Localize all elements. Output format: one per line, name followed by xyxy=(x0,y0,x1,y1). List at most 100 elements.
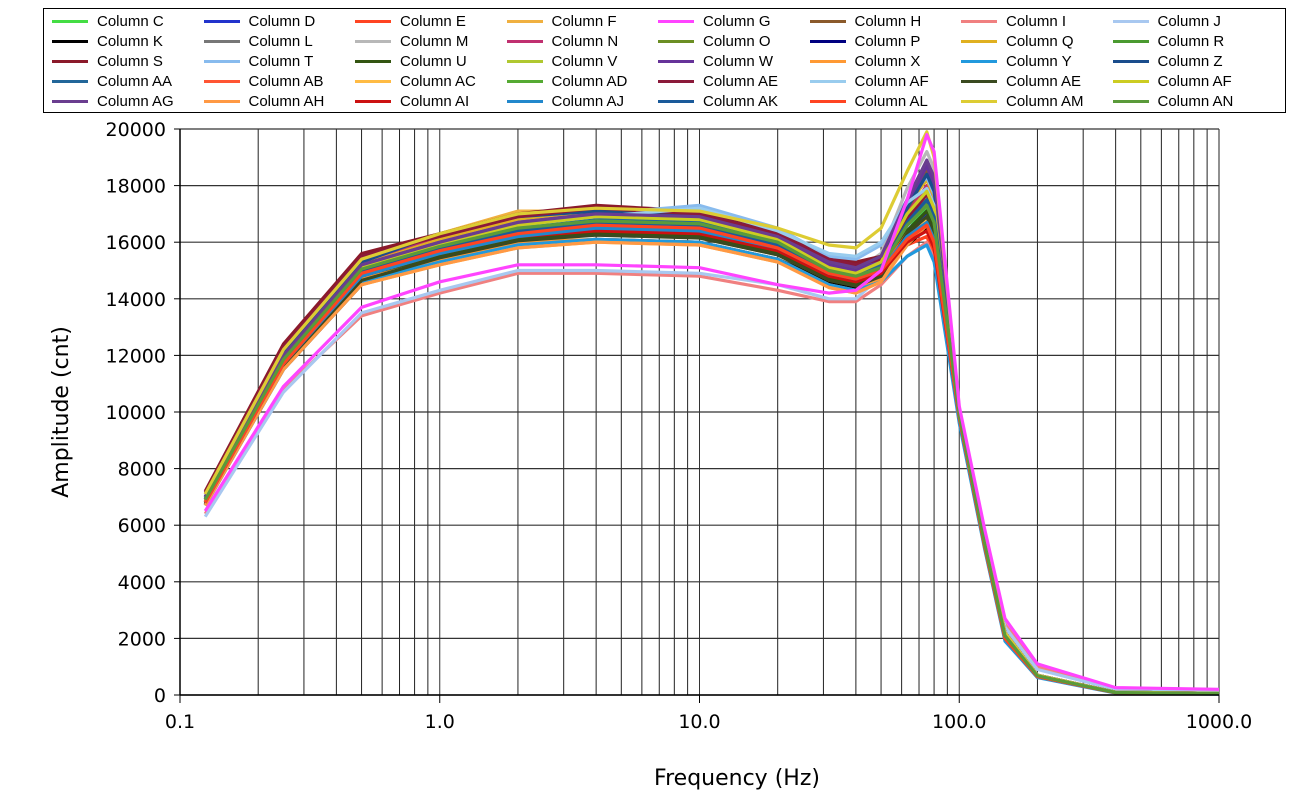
legend-item: Column AE xyxy=(650,71,778,91)
series-line-column-g xyxy=(203,133,1220,691)
legend-item: Column AF xyxy=(1105,71,1232,91)
legend-swatch xyxy=(355,99,391,103)
legend-swatch xyxy=(506,39,543,43)
legend-label: Column O xyxy=(703,32,771,50)
grid xyxy=(179,128,1220,696)
legend-item: Column K xyxy=(44,31,163,51)
legend-item: Column E xyxy=(347,11,466,31)
legend-swatch xyxy=(658,59,694,63)
legend-label: Column W xyxy=(703,52,774,70)
legend-label: Column X xyxy=(854,52,921,70)
legend-item: Column X xyxy=(802,51,921,71)
y-tick-label: 12000 xyxy=(106,345,166,367)
legend-label: Column N xyxy=(551,32,619,50)
legend-item: Column AM xyxy=(953,91,1084,111)
legend-swatch xyxy=(961,79,997,83)
y-tick-label: 4000 xyxy=(118,572,166,594)
legend-swatch xyxy=(52,19,88,23)
legend-swatch xyxy=(1112,39,1149,43)
legend-label: Column F xyxy=(551,12,617,30)
legend-item: Column O xyxy=(650,31,771,51)
legend-swatch xyxy=(506,19,543,23)
legend-item: Column AL xyxy=(802,91,928,111)
legend-item: Column J xyxy=(1105,11,1221,31)
legend-swatch xyxy=(52,39,88,43)
legend-label: Column M xyxy=(400,32,469,50)
legend-item: Column L xyxy=(196,31,313,51)
legend-item: Column W xyxy=(650,51,773,71)
y-tick-label: 14000 xyxy=(106,289,166,311)
legend-label: Column T xyxy=(248,52,314,70)
legend-item: Column AH xyxy=(196,91,324,111)
legend-swatch xyxy=(809,19,846,23)
legend-swatch xyxy=(355,19,391,23)
legend-swatch xyxy=(658,39,694,43)
legend-label: Column C xyxy=(97,12,164,30)
legend-swatch xyxy=(658,79,694,83)
legend-item: Column AF xyxy=(802,71,929,91)
legend-swatch xyxy=(355,59,391,63)
legend-item: Column I xyxy=(953,11,1066,31)
legend-label: Column AN xyxy=(1157,92,1234,110)
legend-label: Column AE xyxy=(1006,72,1082,90)
legend-item: Column Y xyxy=(953,51,1072,71)
legend-item: Column AC xyxy=(347,71,476,91)
y-axis-title: Amplitude (cnt) xyxy=(49,326,74,498)
legend-swatch xyxy=(961,59,997,63)
legend-swatch xyxy=(809,39,846,43)
legend-label: Column K xyxy=(97,32,163,50)
legend-item: Column AE xyxy=(953,71,1081,91)
legend-label: Column Z xyxy=(1157,52,1223,70)
chart-legend: Column C Column D Column E Column F Column G… xyxy=(43,8,1286,113)
legend-label: Column AK xyxy=(703,92,779,110)
legend-swatch xyxy=(506,99,543,103)
legend-label: Column V xyxy=(551,52,618,70)
legend-item: Column H xyxy=(802,11,922,31)
x-tick-label: 1.0 xyxy=(425,711,455,733)
legend-swatch xyxy=(506,79,543,83)
legend-item: Column AJ xyxy=(499,91,624,111)
legend-swatch xyxy=(1112,79,1149,83)
y-tick-label: 2000 xyxy=(118,628,166,650)
legend-swatch xyxy=(203,59,240,63)
x-tick-label: 100.0 xyxy=(932,711,986,733)
legend-label: Column AA xyxy=(97,72,173,90)
legend-swatch xyxy=(355,39,391,43)
legend-label: Column I xyxy=(1006,12,1067,30)
y-tick-label: 10000 xyxy=(106,402,166,424)
legend-swatch xyxy=(506,59,543,63)
legend-label: Column R xyxy=(1157,32,1225,50)
legend-swatch xyxy=(52,99,88,103)
legend-swatch xyxy=(1112,59,1149,63)
x-axis-title: Frequency (Hz) xyxy=(654,766,820,791)
legend-item: Column AN xyxy=(1105,91,1234,111)
legend-label: Column AB xyxy=(248,72,324,90)
legend-swatch xyxy=(658,99,694,103)
legend-swatch xyxy=(809,59,846,63)
legend-label: Column Y xyxy=(1006,52,1072,70)
legend-swatch xyxy=(961,99,997,103)
legend-item: Column S xyxy=(44,51,163,71)
legend-label: Column L xyxy=(248,32,313,50)
x-tick-label: 0.1 xyxy=(165,711,195,733)
legend-swatch xyxy=(203,39,240,43)
legend-label: Column H xyxy=(854,12,922,30)
legend-label: Column Q xyxy=(1006,32,1074,50)
legend-item: Column M xyxy=(347,31,468,51)
legend-item: Column Q xyxy=(953,31,1074,51)
legend-item: Column AB xyxy=(196,71,324,91)
legend-item: Column C xyxy=(44,11,164,31)
legend-item: Column AI xyxy=(347,91,469,111)
legend-item: Column G xyxy=(650,11,771,31)
legend-label: Column AD xyxy=(551,72,628,90)
series-line-column-an xyxy=(203,203,1220,696)
legend-label: Column AI xyxy=(400,92,470,110)
legend-item: Column U xyxy=(347,51,467,71)
legend-label: Column D xyxy=(248,12,316,30)
legend-label: Column AF xyxy=(854,72,929,90)
legend-swatch xyxy=(355,79,391,83)
x-tick-label: 1000.0 xyxy=(1186,711,1252,733)
legend-label: Column AC xyxy=(400,72,476,90)
legend-item: Column D xyxy=(196,11,316,31)
legend-item: Column N xyxy=(499,31,619,51)
